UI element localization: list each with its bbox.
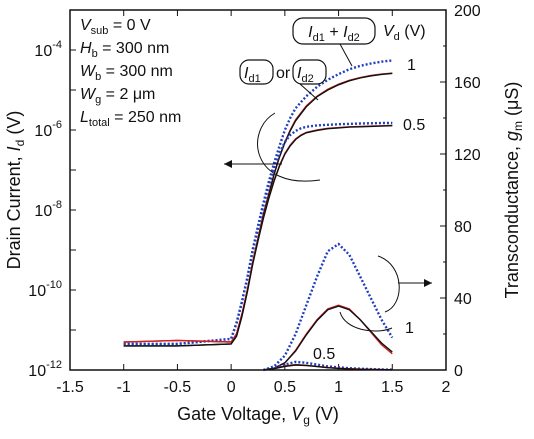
x-axis-title: Gate Voltage, Vg (V) [177,404,339,427]
y-right-tick-label: 160 [454,75,481,92]
x-tick-label: -1 [117,379,131,396]
legend-sum-box [292,17,376,45]
param-hb: Hb = 300 nm [80,40,169,60]
x-tick-label: 2 [442,379,451,396]
label-vd05-id: 0.5 [403,117,425,134]
legend-single-pointer [299,83,319,101]
param-wg: Wg = 2 μm [80,86,155,106]
y-left-tick-label: 10-8 [34,199,62,220]
x-tick-label: 1.5 [381,379,403,396]
series-line-3 [123,121,393,346]
legend-or-text: or [276,65,291,82]
x-tick-label: 1 [334,379,343,396]
legend-single: Id1 or Id2 [239,59,327,85]
y-right-tick-label: 0 [454,363,463,380]
gm-vd1-callout [339,311,393,332]
legend-id2-box [292,59,327,85]
series-line-5 [123,125,393,347]
series-line-11 [263,364,393,371]
x-axis-ticks: -1.5 -1 -0.5 0 0.5 1 1.5 2 [56,10,451,396]
parameter-block: Vsub = 0 V Hb = 300 nm Wb = 300 nm Wg = … [80,17,181,129]
series-group [123,59,394,372]
y-right-tick-label: 80 [454,219,472,236]
y-left-tick-label: 10-6 [34,119,62,140]
x-tick-label: -1.5 [56,379,84,396]
y-right-axis-ticks: 0 40 80 120 160 200 [440,3,481,380]
x-tick-label: 0 [227,379,236,396]
legend-sum-text: Id1 + Id2 [308,24,360,44]
x-tick-label: 0.5 [274,379,296,396]
id-axis-arrow [224,112,321,182]
legend-sum-pointer [339,43,353,67]
param-vsub: Vsub = 0 V [80,17,151,37]
series-line-0 [123,59,393,346]
y-right-tick-label: 200 [454,3,481,20]
legend-id1-text: Id1 [244,65,261,85]
label-vd1-gm: 1 [405,320,414,337]
y-left-tick-label: 10-10 [28,279,62,300]
legend-id1-box [239,59,274,85]
label-vd05-gm: 0.5 [313,346,335,363]
y-right-axis-title: Transconductance, gm (μS) [502,82,525,299]
vd-header: Vd (V) [383,23,426,43]
label-vd1-id: 1 [407,57,416,74]
param-ltotal: Ltotal = 250 nm [80,109,181,129]
legend-id2-text: Id2 [297,65,314,85]
legend-sum: Id1 + Id2 [292,17,376,45]
x-tick-label: -0.5 [164,379,192,396]
y-right-tick-label: 40 [454,291,472,308]
gm-axis-arrow [377,255,432,313]
y-left-axis-ticks: 10-12 10-10 10-8 10-6 10-4 [28,9,76,380]
y-left-tick-label: 10-12 [28,359,62,380]
param-wb: Wb = 300 nm [80,63,173,83]
y-left-tick-label: 10-4 [34,39,62,60]
y-right-tick-label: 120 [454,147,481,164]
y-left-axis-title: Drain Current, Id (V) [4,111,27,270]
